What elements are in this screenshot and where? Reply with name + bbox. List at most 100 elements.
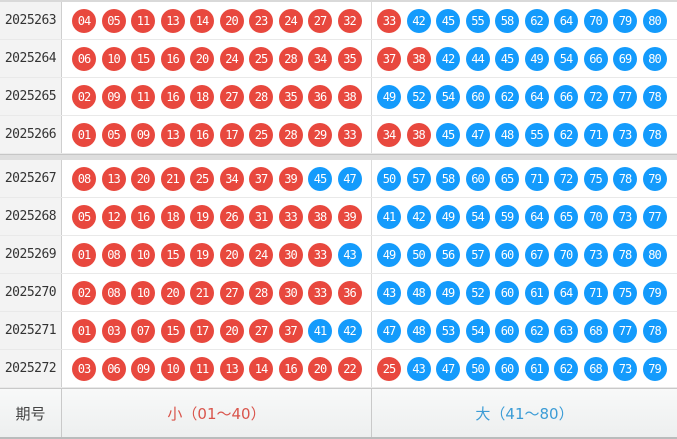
period-label: 2025266 <box>0 116 62 153</box>
number-ball: 39 <box>278 166 303 191</box>
number-ball: 27 <box>219 84 244 109</box>
number-ball: 16 <box>190 122 214 147</box>
number-ball: 54 <box>465 318 490 343</box>
number-ball: 30 <box>278 242 303 267</box>
number-ball: 79 <box>642 280 667 305</box>
number-ball: 61 <box>524 280 549 305</box>
number-ball: 41 <box>308 318 332 343</box>
number-ball: 16 <box>131 204 155 229</box>
first-half-balls: 05 12 16 18 19 26 31 33 38 39 <box>62 198 372 235</box>
number-ball: 12 <box>101 204 126 229</box>
number-ball: 17 <box>190 318 214 343</box>
number-ball: 75 <box>613 280 637 305</box>
first-half-balls: 04 05 11 13 14 20 23 24 27 32 <box>62 2 372 39</box>
number-ball: 42 <box>406 204 431 229</box>
period-row: 2025267 08 13 20 21 25 34 37 39 45 47 50 57 58 60 65 71 7… <box>0 160 677 198</box>
number-ball: 77 <box>613 84 637 109</box>
number-ball: 73 <box>613 122 637 147</box>
number-ball: 19 <box>190 204 214 229</box>
number-ball: 09 <box>131 356 155 381</box>
second-half-balls: 49 50 56 57 60 67 70 73 78 80 <box>372 236 677 273</box>
number-ball: 68 <box>583 356 608 381</box>
period-row: 2025265 02 09 11 16 18 27 28 35 36 38 49 52 54 60 62 64 6… <box>0 78 677 116</box>
number-ball: 66 <box>554 84 578 109</box>
number-ball: 65 <box>495 166 519 191</box>
number-ball: 41 <box>377 204 401 229</box>
number-ball: 53 <box>436 318 460 343</box>
number-ball: 79 <box>642 356 667 381</box>
number-ball: 57 <box>406 166 431 191</box>
number-ball: 62 <box>554 122 578 147</box>
number-ball: 78 <box>613 166 637 191</box>
number-ball: 78 <box>642 122 667 147</box>
number-ball: 05 <box>101 8 126 33</box>
number-ball: 64 <box>554 280 578 305</box>
period-row: 2025272 03 06 09 10 11 13 14 16 20 22 25 43 47 50 60 61 6… <box>0 350 677 388</box>
number-ball: 21 <box>190 280 214 305</box>
first-half-balls: 01 05 09 13 16 17 25 28 29 33 <box>62 116 372 153</box>
number-ball: 60 <box>495 280 519 305</box>
number-ball: 28 <box>249 280 273 305</box>
number-ball: 38 <box>406 122 431 147</box>
number-ball: 20 <box>219 8 244 33</box>
second-half-balls: 34 38 45 47 48 55 62 71 73 78 <box>372 116 677 153</box>
number-ball: 23 <box>249 8 273 33</box>
number-ball: 49 <box>436 204 460 229</box>
number-ball: 62 <box>524 8 549 33</box>
number-ball: 72 <box>583 84 608 109</box>
number-ball: 60 <box>495 356 519 381</box>
number-ball: 13 <box>160 8 185 33</box>
number-ball: 17 <box>219 122 244 147</box>
period-row: 2025270 02 08 10 20 21 27 28 30 33 36 43 48 49 52 60 61 6… <box>0 274 677 312</box>
number-ball: 73 <box>583 242 608 267</box>
number-ball: 50 <box>406 242 431 267</box>
number-ball: 25 <box>377 356 401 381</box>
number-ball: 34 <box>377 122 401 147</box>
number-ball: 01 <box>72 122 96 147</box>
number-ball: 48 <box>495 122 519 147</box>
number-ball: 45 <box>436 8 460 33</box>
number-ball: 24 <box>278 8 303 33</box>
number-ball: 09 <box>101 84 126 109</box>
number-ball: 24 <box>249 242 273 267</box>
number-ball: 56 <box>436 242 460 267</box>
number-ball: 18 <box>160 204 185 229</box>
number-ball: 08 <box>101 242 126 267</box>
number-ball: 16 <box>278 356 303 381</box>
number-ball: 24 <box>219 46 244 71</box>
number-ball: 27 <box>249 318 273 343</box>
number-ball: 10 <box>160 356 185 381</box>
period-label: 2025267 <box>0 160 62 197</box>
number-ball: 43 <box>406 356 431 381</box>
number-ball: 20 <box>190 46 214 71</box>
number-ball: 01 <box>72 318 96 343</box>
number-ball: 13 <box>160 122 185 147</box>
number-ball: 36 <box>337 280 362 305</box>
number-ball: 64 <box>524 204 549 229</box>
number-ball: 47 <box>465 122 490 147</box>
number-ball: 16 <box>160 84 185 109</box>
group-separator <box>0 154 677 160</box>
number-ball: 47 <box>377 318 401 343</box>
period-row: 2025263 04 05 11 13 14 20 23 24 27 32 33 42 45 55 58 62 6… <box>0 2 677 40</box>
number-ball: 20 <box>160 280 185 305</box>
number-ball: 70 <box>583 204 608 229</box>
number-ball: 62 <box>524 318 549 343</box>
number-ball: 70 <box>583 8 608 33</box>
number-ball: 71 <box>583 122 608 147</box>
number-ball: 47 <box>436 356 460 381</box>
number-ball: 07 <box>131 318 155 343</box>
number-ball: 48 <box>406 318 431 343</box>
number-ball: 62 <box>554 356 578 381</box>
period-label: 2025270 <box>0 274 62 311</box>
number-ball: 33 <box>337 122 362 147</box>
number-ball: 37 <box>377 46 401 71</box>
number-ball: 15 <box>131 46 155 71</box>
number-ball: 35 <box>278 84 303 109</box>
number-ball: 20 <box>308 356 332 381</box>
number-ball: 22 <box>337 356 362 381</box>
number-ball: 78 <box>642 84 667 109</box>
second-half-balls: 33 42 45 55 58 62 64 70 79 80 <box>372 2 677 39</box>
number-ball: 59 <box>495 204 519 229</box>
number-ball: 63 <box>554 318 578 343</box>
